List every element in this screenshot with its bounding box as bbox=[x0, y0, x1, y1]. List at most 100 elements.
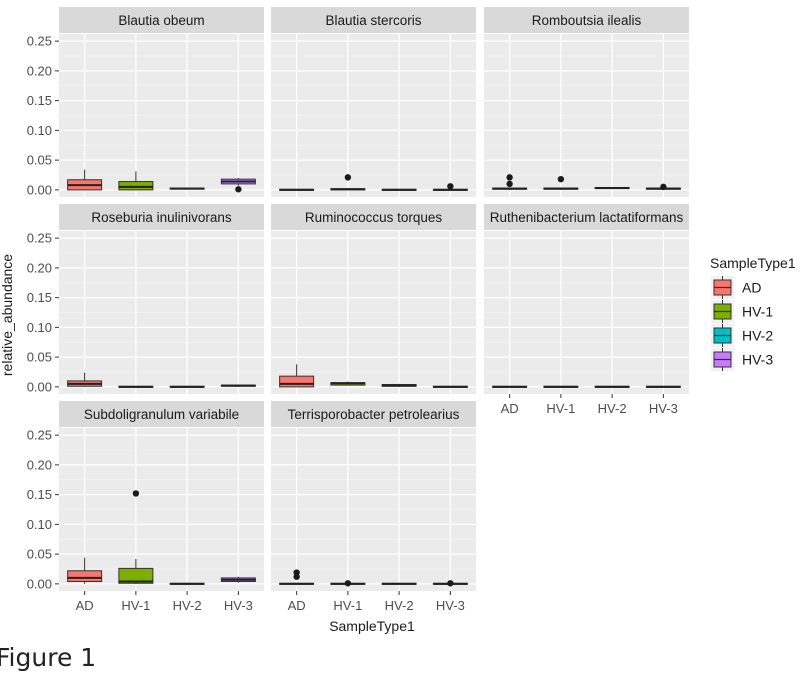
box-hv-3 bbox=[432, 183, 468, 191]
box-hv-2 bbox=[169, 582, 205, 585]
y-tick-label: 0.20 bbox=[27, 260, 52, 275]
box-ad bbox=[279, 569, 315, 585]
y-tick-label: 0.15 bbox=[27, 93, 52, 108]
facet-title: Blautia stercoris bbox=[325, 13, 421, 28]
facet-panel: Blautia stercoris bbox=[271, 7, 476, 197]
box-ad bbox=[67, 372, 103, 387]
y-tick-label: 0.05 bbox=[27, 350, 52, 365]
outlier-point bbox=[235, 186, 242, 193]
x-tick-label: HV-2 bbox=[598, 401, 627, 416]
box-ad bbox=[67, 169, 103, 191]
box-hv-2 bbox=[381, 383, 417, 387]
box-body bbox=[118, 181, 154, 191]
facet-panel: Subdoligranulum variabile 0.00 0.05 0.10 0.1… bbox=[27, 401, 264, 613]
box-ad bbox=[67, 557, 103, 584]
facet-strip bbox=[484, 204, 689, 230]
box-body bbox=[67, 570, 103, 582]
facet-strip bbox=[59, 7, 264, 33]
facet-strip bbox=[484, 7, 689, 33]
facet-panel: Roseburia inulinivorans 0.00 0.05 0.10 0.15 0… bbox=[27, 204, 264, 394]
facet-title: Ruthenibacterium lactatiformans bbox=[490, 210, 684, 225]
y-tick-label: 0.20 bbox=[27, 457, 52, 472]
y-tick-label: 0.00 bbox=[27, 576, 52, 591]
facet-strip bbox=[271, 401, 476, 427]
box-hv-2 bbox=[381, 188, 417, 191]
x-tick-label: HV-1 bbox=[333, 598, 362, 613]
x-tick-label: HV-3 bbox=[436, 598, 465, 613]
box-hv-1 bbox=[118, 490, 154, 584]
box-hv-2 bbox=[169, 385, 205, 388]
facet-title: Ruminococcus torques bbox=[305, 210, 443, 225]
facet-title: Roseburia inulinivorans bbox=[91, 210, 232, 225]
box-hv-3 bbox=[645, 385, 681, 388]
box-ad bbox=[279, 188, 315, 191]
y-tick-label: 0.25 bbox=[27, 34, 52, 49]
box-hv-1 bbox=[330, 174, 366, 191]
box-hv-3 bbox=[220, 576, 256, 583]
outlier-point bbox=[344, 580, 352, 587]
facet-strip bbox=[271, 7, 476, 33]
x-tick-label: HV-1 bbox=[121, 598, 150, 613]
box-hv-3 bbox=[432, 385, 468, 388]
facet-panel: Terrisporobacter petrolearius AD HV-1 HV-2 H… bbox=[271, 401, 476, 613]
box-hv-1 bbox=[118, 385, 154, 388]
box-hv-1 bbox=[543, 175, 579, 190]
outlier-point bbox=[344, 174, 352, 181]
box-ad bbox=[492, 385, 528, 388]
x-tick-label: HV-2 bbox=[385, 598, 414, 613]
x-axis-title: SampleType1 bbox=[329, 618, 415, 634]
legend-label: AD bbox=[742, 280, 761, 296]
x-tick-label: AD bbox=[288, 598, 306, 613]
facet-title: Terrisporobacter petrolearius bbox=[288, 407, 460, 422]
y-axis-title: relative_abundance bbox=[0, 254, 15, 376]
box-body bbox=[279, 375, 315, 388]
facet-strip bbox=[271, 204, 476, 230]
y-tick-label: 0.20 bbox=[27, 63, 52, 78]
outlier-point bbox=[557, 175, 565, 183]
box-hv-3 bbox=[645, 183, 681, 191]
box-hv-2 bbox=[381, 582, 417, 585]
box-hv-1 bbox=[330, 381, 366, 386]
facet-title: Romboutsia ilealis bbox=[532, 13, 642, 28]
facet-strip bbox=[59, 204, 264, 230]
y-tick-label: 0.10 bbox=[27, 320, 52, 335]
y-tick-label: 0.00 bbox=[27, 182, 52, 197]
facet-panel: Ruminococcus torques bbox=[271, 204, 476, 394]
y-tick-label: 0.00 bbox=[27, 379, 52, 394]
facet-title: Blautia obeum bbox=[118, 13, 204, 28]
outlier-point bbox=[447, 580, 454, 587]
box-hv-3 bbox=[220, 384, 256, 387]
y-tick-label: 0.15 bbox=[27, 487, 52, 502]
box-hv-1 bbox=[543, 385, 579, 388]
y-tick-label: 0.25 bbox=[27, 231, 52, 246]
box-body bbox=[118, 567, 154, 584]
box-ad bbox=[492, 174, 528, 190]
x-tick-label: HV-1 bbox=[546, 401, 575, 416]
legend-label: HV-1 bbox=[742, 304, 773, 320]
x-tick-label: AD bbox=[501, 401, 519, 416]
legend-title: SampleType1 bbox=[710, 255, 796, 271]
outlier-point bbox=[447, 183, 454, 190]
figure-caption: Figure 1 bbox=[0, 643, 97, 672]
legend-label: HV-2 bbox=[742, 328, 773, 344]
facet-strip bbox=[59, 401, 264, 427]
x-tick-label: AD bbox=[76, 598, 94, 613]
y-tick-label: 0.05 bbox=[27, 547, 52, 562]
x-tick-label: HV-3 bbox=[649, 401, 678, 416]
legend-label: HV-3 bbox=[742, 352, 773, 368]
box-hv-2 bbox=[594, 385, 630, 388]
y-tick-label: 0.10 bbox=[27, 123, 52, 138]
outlier-point bbox=[506, 174, 513, 181]
outlier-point bbox=[506, 180, 513, 188]
box-hv-1 bbox=[330, 580, 366, 587]
box-ad bbox=[279, 364, 315, 388]
y-tick-label: 0.05 bbox=[27, 153, 52, 168]
x-tick-label: HV-2 bbox=[173, 598, 202, 613]
y-tick-label: 0.25 bbox=[27, 428, 52, 443]
box-hv-2 bbox=[594, 186, 630, 190]
box-hv-3 bbox=[432, 580, 468, 587]
y-tick-label: 0.15 bbox=[27, 290, 52, 305]
outlier-point bbox=[132, 490, 140, 497]
box-hv-1 bbox=[118, 171, 154, 191]
